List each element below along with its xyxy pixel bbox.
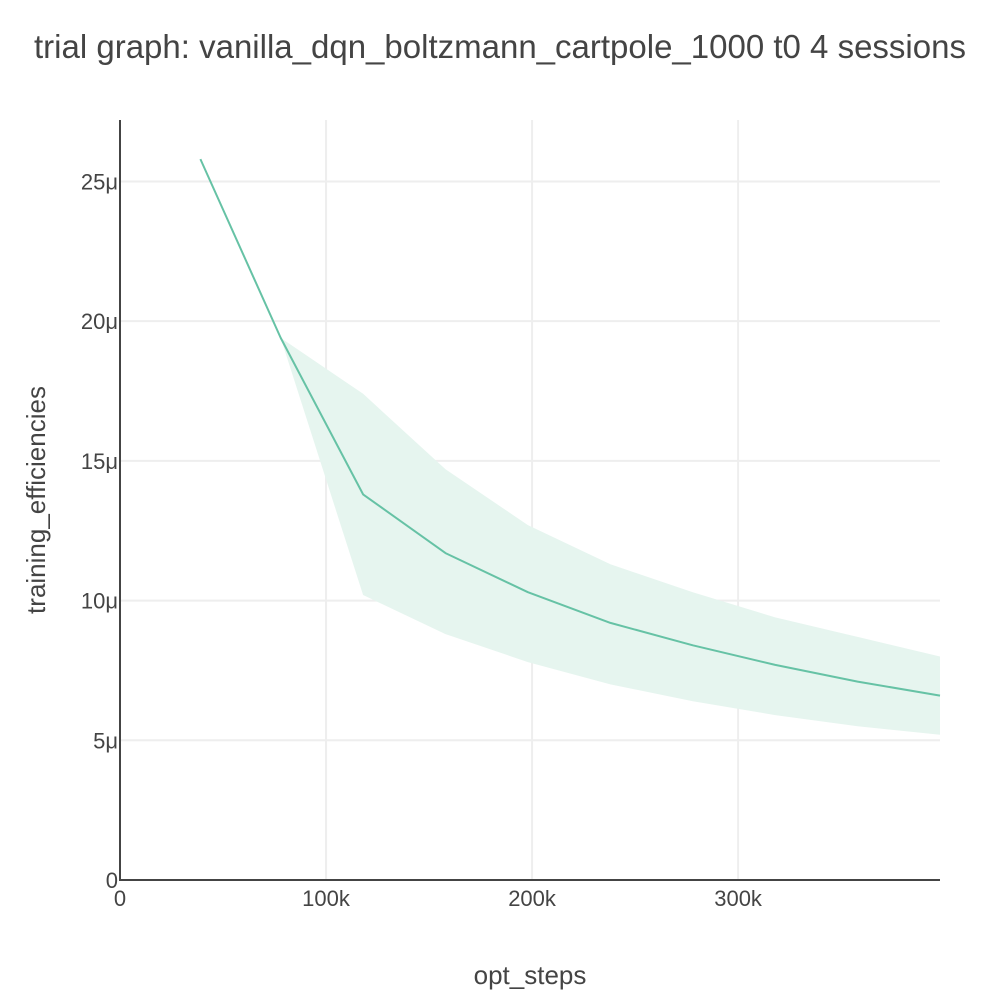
error-band [200,159,940,735]
x-tick-label: 300k [714,886,763,911]
x-axis-label: opt_steps [474,960,587,990]
chart-title: trial graph: vanilla_dqn_boltzmann_cartp… [0,28,1000,66]
x-tick-label: 100k [302,886,351,911]
y-tick-label: 25μ [81,169,118,194]
y-axis-label: training_efficiencies [21,386,51,614]
y-tick-label: 5μ [93,728,118,753]
y-tick-label: 0 [106,868,118,893]
y-tick-label: 10μ [81,589,118,614]
y-tick-label: 15μ [81,449,118,474]
y-tick-label: 20μ [81,309,118,334]
x-tick-label: 200k [508,886,557,911]
